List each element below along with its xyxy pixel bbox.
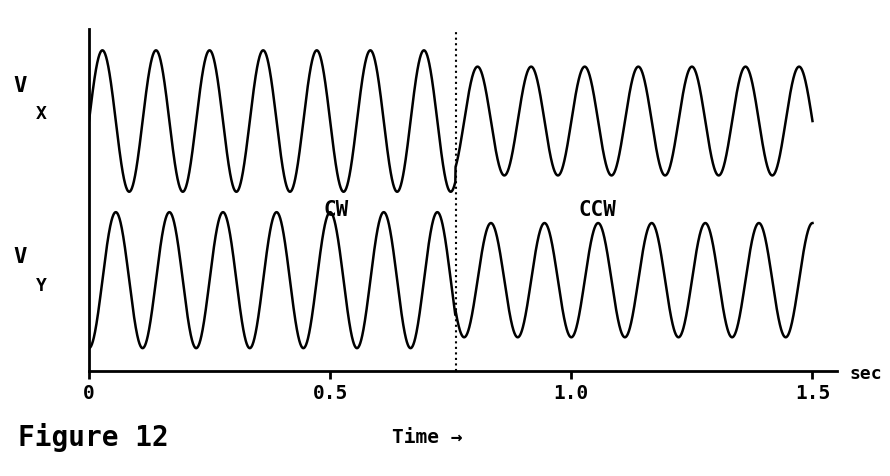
Text: CW: CW (323, 200, 348, 220)
Text: V: V (13, 76, 27, 96)
Text: Time →: Time → (392, 428, 463, 447)
Text: Y: Y (36, 277, 46, 295)
Text: V: V (13, 247, 27, 267)
Text: X: X (36, 105, 46, 123)
Text: Figure 12: Figure 12 (18, 424, 168, 452)
Text: sec: sec (850, 365, 883, 383)
Text: CCW: CCW (578, 200, 616, 220)
